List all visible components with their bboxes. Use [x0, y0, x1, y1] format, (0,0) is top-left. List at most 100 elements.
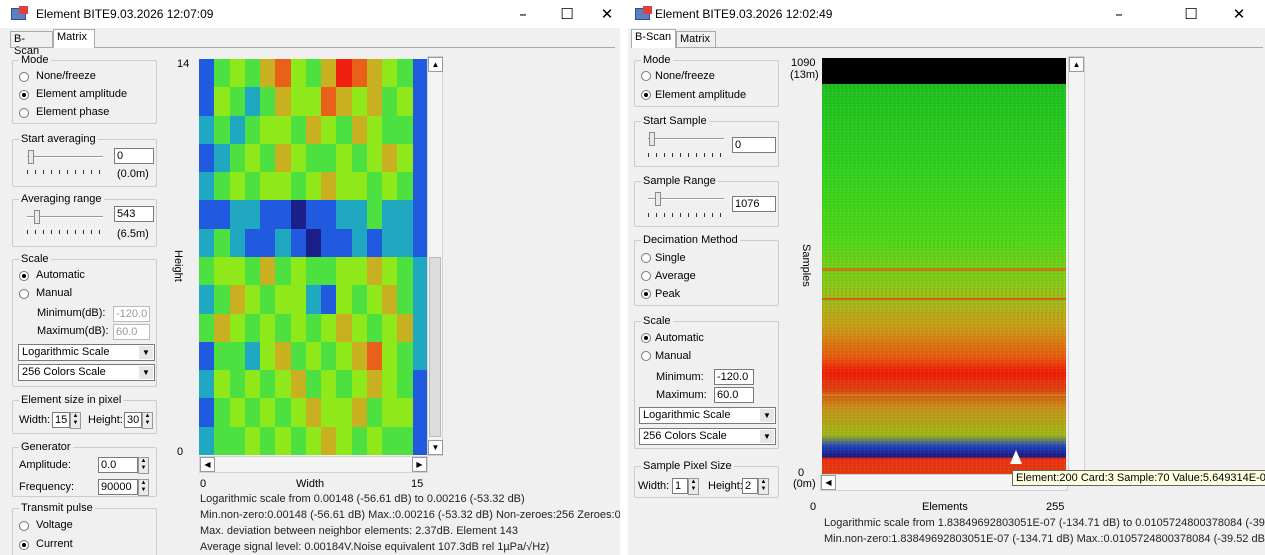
- y-axis-min: 0: [177, 446, 184, 458]
- radio-average[interactable]: [641, 271, 651, 281]
- radio-label: Automatic: [655, 332, 704, 344]
- maximize-button[interactable]: ☐: [1184, 5, 1198, 23]
- tab-bscan[interactable]: B-Scan: [631, 29, 676, 48]
- scale-type-select[interactable]: Logarithmic Scale ▼: [639, 407, 776, 424]
- scroll-thumb[interactable]: [429, 257, 441, 437]
- heatmap-cell: [321, 59, 337, 88]
- heatmap-cell: [305, 398, 322, 427]
- frequency-input[interactable]: 90000: [98, 479, 138, 495]
- tab-matrix[interactable]: Matrix: [676, 31, 716, 47]
- heatmap-cell: [321, 143, 337, 173]
- heatmap-cell: [305, 426, 322, 455]
- heatmap-cell: [305, 370, 322, 399]
- radio-automatic[interactable]: [641, 333, 651, 343]
- scroll-up-icon[interactable]: ▲: [1069, 57, 1084, 72]
- heatmap-cell: [260, 285, 276, 314]
- radio-element-phase[interactable]: [19, 108, 29, 118]
- close-button[interactable]: ✕: [600, 5, 614, 23]
- heatmap-cell: [275, 228, 291, 257]
- pixel-height-input[interactable]: 2: [742, 478, 758, 494]
- scroll-right-icon[interactable]: ▶: [412, 457, 427, 472]
- radio-automatic[interactable]: [19, 271, 29, 281]
- close-button[interactable]: ✕: [1232, 5, 1246, 23]
- averaging-range-slider[interactable]: [34, 210, 40, 224]
- heatmap-cell: [305, 341, 322, 371]
- radio-peak[interactable]: [641, 289, 651, 299]
- heatmap-cell: [290, 257, 306, 286]
- radio-current[interactable]: [19, 540, 29, 550]
- heatmap-cell: [199, 59, 215, 88]
- minimum-input[interactable]: -120.0: [714, 369, 754, 385]
- scroll-left-icon[interactable]: ◀: [821, 475, 836, 490]
- heatmap-cell: [199, 426, 215, 455]
- heatmap-cell: [351, 115, 367, 144]
- slider-track: [27, 216, 103, 218]
- tab-matrix[interactable]: Matrix: [53, 29, 95, 48]
- heatmap-cell: [397, 285, 413, 314]
- maximum-input[interactable]: 60.0: [714, 387, 754, 403]
- vertical-scrollbar[interactable]: ▲: [1068, 56, 1085, 476]
- height-spinner[interactable]: ▲ ▼: [142, 412, 153, 429]
- radio-none-freeze[interactable]: [19, 72, 29, 82]
- frequency-spinner[interactable]: ▲ ▼: [138, 479, 149, 496]
- element-width-input[interactable]: 15: [52, 412, 70, 428]
- radio-manual[interactable]: [641, 351, 651, 361]
- color-scale-select[interactable]: 256 Colors Scale ▼: [639, 428, 776, 445]
- decimation-group: Decimation Method: [634, 234, 779, 306]
- tab-bscan[interactable]: B-Scan: [10, 31, 53, 57]
- radio-single[interactable]: [641, 253, 651, 263]
- heatmap-cell: [351, 257, 367, 286]
- maximum-input[interactable]: 60.0: [113, 324, 150, 340]
- heatmap-cell: [214, 143, 230, 173]
- minimum-input[interactable]: -120.0: [113, 306, 150, 322]
- radio-element-amplitude[interactable]: [641, 90, 651, 100]
- radio-voltage[interactable]: [19, 521, 29, 531]
- heatmap-cell: [244, 370, 261, 399]
- heatmap-cell: [229, 143, 245, 173]
- heatmap-cell: [366, 59, 383, 88]
- amplitude-input[interactable]: 0.0: [98, 457, 138, 473]
- width-label: Width:: [638, 480, 670, 492]
- heatmap-cell: [244, 257, 261, 286]
- horizontal-scrollbar[interactable]: ◀: [820, 474, 1068, 491]
- start-averaging-input[interactable]: 0: [114, 148, 154, 164]
- heatmap-cell: [260, 341, 276, 371]
- heatmap-cell: [199, 200, 215, 229]
- radio-element-amplitude[interactable]: [19, 90, 29, 100]
- width-spinner[interactable]: ▲ ▼: [70, 412, 81, 429]
- vertical-scrollbar[interactable]: ▲ ▼: [427, 56, 443, 456]
- heatmap-cell: [397, 228, 413, 257]
- scroll-left-icon[interactable]: ◀: [200, 457, 215, 472]
- scale-type-select[interactable]: Logarithmic Scale ▼: [18, 344, 155, 361]
- amplitude-spinner[interactable]: ▲ ▼: [138, 457, 149, 474]
- width-spinner[interactable]: ▲ ▼: [688, 478, 699, 495]
- averaging-range-input[interactable]: 543: [114, 206, 154, 222]
- minimize-button[interactable]: –: [1115, 5, 1123, 23]
- minimize-button[interactable]: –: [519, 5, 527, 23]
- mode-group: Mode: [634, 54, 779, 107]
- heatmap-cell: [229, 398, 245, 427]
- horizontal-scrollbar[interactable]: ◀ ▶: [199, 456, 428, 473]
- maximize-button[interactable]: ☐: [560, 5, 574, 23]
- pixel-width-input[interactable]: 1: [672, 478, 688, 494]
- heatmap-cell: [275, 370, 291, 399]
- heatmap-cell: [199, 228, 215, 257]
- color-scale-select[interactable]: 256 Colors Scale ▼: [18, 364, 155, 381]
- sample-range-input[interactable]: 1076: [732, 196, 776, 212]
- element-height-input[interactable]: 30: [124, 412, 142, 428]
- bscan-spectrogram[interactable]: [822, 58, 1066, 474]
- start-sample-group: Start Sample: [634, 115, 779, 167]
- sample-range-slider[interactable]: [655, 192, 661, 206]
- height-spinner[interactable]: ▲ ▼: [758, 478, 769, 495]
- scroll-down-icon[interactable]: ▼: [428, 440, 443, 455]
- radio-label: None/freeze: [36, 70, 96, 82]
- start-sample-input[interactable]: 0: [732, 137, 776, 153]
- start-sample-slider[interactable]: [649, 132, 655, 146]
- heatmap-cell: [260, 200, 276, 229]
- scroll-up-icon[interactable]: ▲: [428, 57, 443, 72]
- heatmap-cell: [229, 426, 245, 455]
- radio-none-freeze[interactable]: [641, 71, 651, 81]
- start-averaging-slider[interactable]: [28, 150, 34, 164]
- radio-manual[interactable]: [19, 289, 29, 299]
- element-matrix-heatmap[interactable]: [199, 59, 428, 455]
